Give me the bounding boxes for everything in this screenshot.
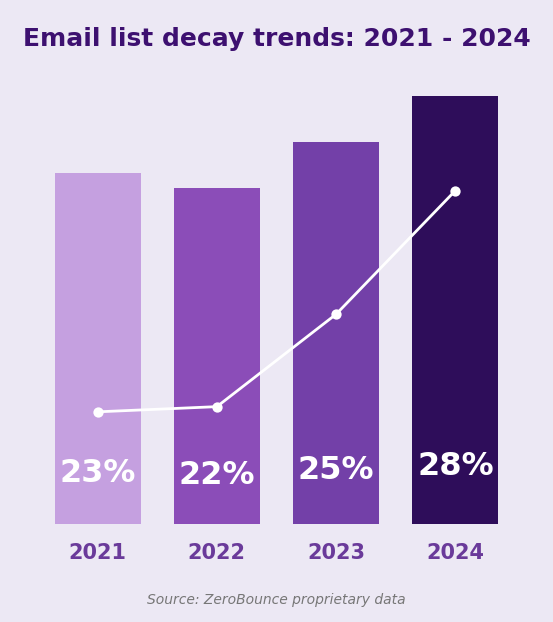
- Text: 22%: 22%: [179, 460, 255, 491]
- Bar: [174, 188, 260, 524]
- Text: 2024: 2024: [426, 542, 484, 563]
- Text: 25%: 25%: [298, 455, 374, 486]
- Title: Email list decay trends: 2021 - 2024: Email list decay trends: 2021 - 2024: [23, 27, 530, 52]
- Text: 2021: 2021: [69, 542, 127, 563]
- Text: 28%: 28%: [417, 450, 494, 481]
- Text: 2022: 2022: [188, 542, 246, 563]
- Point: [451, 185, 460, 195]
- Bar: [293, 142, 379, 524]
- Bar: [55, 173, 140, 524]
- Point: [93, 407, 102, 417]
- Point: [212, 402, 221, 412]
- Bar: [413, 96, 498, 524]
- Text: 2023: 2023: [307, 542, 365, 563]
- Point: [332, 309, 341, 319]
- Text: Source: ZeroBounce proprietary data: Source: ZeroBounce proprietary data: [147, 593, 406, 607]
- Text: 23%: 23%: [59, 458, 136, 489]
